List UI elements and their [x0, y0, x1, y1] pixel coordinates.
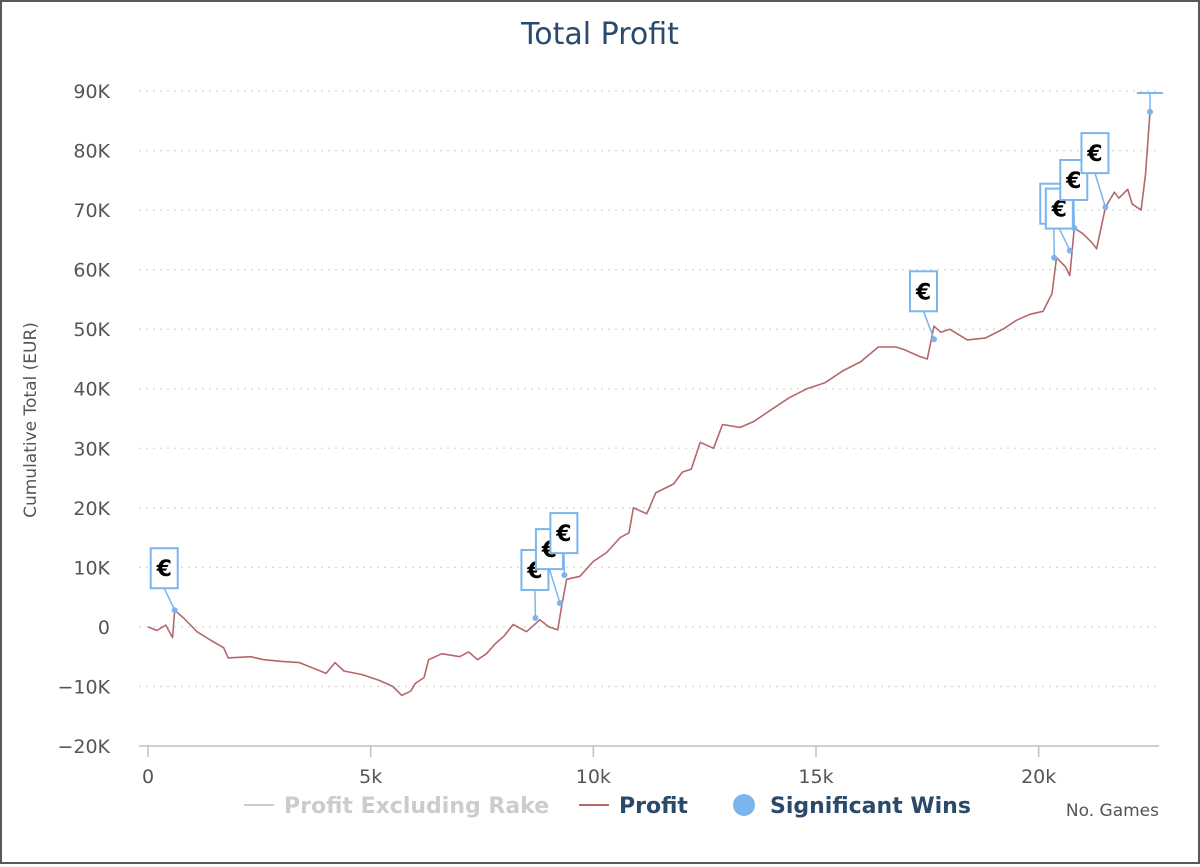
flag-box — [909, 270, 939, 313]
y-tick-label: 60K — [73, 260, 110, 282]
legend-label: Profit — [619, 794, 688, 819]
flag-point — [561, 572, 568, 579]
y-tick-label: 30K — [73, 438, 110, 460]
y-tick-label: 80K — [73, 141, 110, 163]
legend-item: Significant Wins — [733, 794, 971, 819]
flag-label: € — [555, 522, 571, 547]
y-axis-ticks: −20K −10K 0 10K 20K 30K 40K 50K 60K 70K 80K 90K — [57, 81, 110, 758]
legend: Profit Excluding Rake Profit Significant W… — [244, 794, 971, 819]
flag-label: € — [915, 280, 931, 305]
x-axis-title: No. Games — [1066, 801, 1159, 821]
y-tick-label: −20K — [57, 736, 110, 758]
x-axis-ticks: 0 5k 10k 15k 20k — [142, 746, 1056, 788]
y-axis-title: Cumulative Total (EUR) — [21, 322, 41, 518]
flag-marker: € — [149, 547, 179, 614]
gridlines — [139, 90, 1159, 688]
flag-label: € — [1086, 142, 1102, 167]
flag-label: € — [1051, 198, 1067, 223]
legend-label: Profit Excluding Rake — [284, 794, 549, 819]
flag-marker — [1137, 92, 1163, 115]
y-tick-label: 0 — [98, 617, 110, 639]
significant-wins-flags: €€€€€€€€€ — [149, 92, 1163, 621]
flag-connector — [1058, 228, 1071, 251]
y-tick-label: 70K — [73, 200, 110, 222]
legend-label: Significant Wins — [770, 794, 971, 819]
flag-point — [171, 607, 178, 614]
flag-marker: € — [909, 270, 939, 343]
x-tick-label: 20k — [1021, 766, 1056, 788]
flag-connector — [534, 589, 537, 618]
flag-box — [1080, 132, 1110, 175]
flag-point — [556, 600, 563, 607]
chart-title: Total Profit — [520, 17, 679, 52]
series-layer — [147, 111, 1151, 697]
flag-marker: € — [1080, 132, 1110, 211]
flag-point — [532, 614, 539, 621]
flag-marker: € — [549, 512, 579, 579]
flag-label: € — [1065, 169, 1081, 194]
flag-connector — [548, 568, 561, 604]
flag-connector — [163, 587, 176, 611]
flag-point — [1102, 204, 1109, 211]
flag-point — [1147, 108, 1153, 115]
legend-swatch-circle — [733, 794, 755, 816]
flag-point — [1066, 247, 1073, 254]
flag-connector — [1094, 172, 1107, 208]
x-tick-label: 15k — [798, 766, 833, 788]
flag-connector — [563, 553, 566, 576]
legend-item: Profit — [579, 794, 688, 819]
flag-box — [149, 547, 179, 590]
series-line-profit — [147, 111, 1151, 697]
legend-item: Profit Excluding Rake — [244, 794, 549, 819]
flag-label: € — [156, 557, 172, 582]
y-tick-label: −10K — [57, 676, 110, 698]
x-tick-label: 10k — [576, 766, 611, 788]
flag-point — [1071, 224, 1078, 231]
flag-connector — [922, 311, 935, 340]
flag-connector — [1073, 199, 1076, 228]
y-tick-label: 10K — [73, 557, 110, 579]
y-tick-label: 90K — [73, 81, 110, 103]
flag-point — [1051, 254, 1058, 261]
x-tick-label: 0 — [142, 766, 154, 788]
x-tick-label: 5k — [359, 766, 382, 788]
y-tick-label: 20K — [73, 498, 110, 520]
y-tick-label: 40K — [73, 379, 110, 401]
flag-box — [549, 512, 579, 555]
flag-point — [931, 336, 938, 343]
y-tick-label: 50K — [73, 319, 110, 341]
